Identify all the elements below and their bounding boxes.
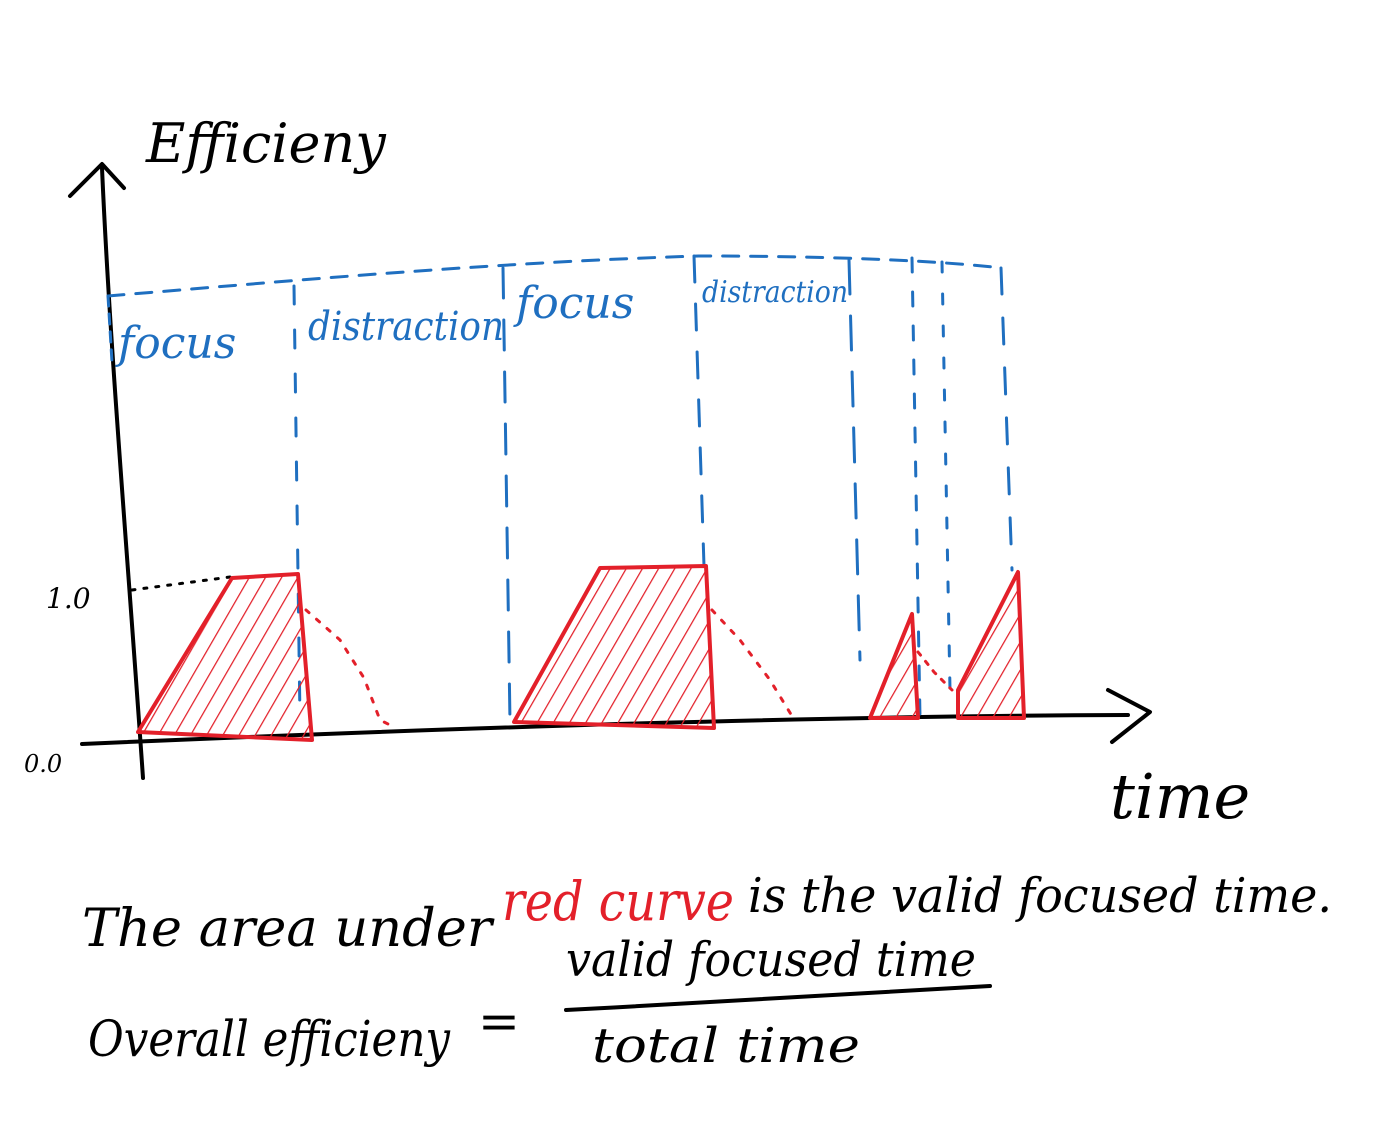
focus-block-2 [512, 564, 716, 730]
boundary-2 [501, 266, 512, 724]
efficiency-curve [136, 564, 1026, 742]
boundary-3 [692, 254, 706, 568]
formula-lhs: Overall efficieny [88, 1010, 451, 1068]
y-axis-arrowhead [68, 162, 126, 198]
x-axis-title: time [1110, 760, 1250, 833]
segment-label-distraction-2: distraction [702, 275, 848, 310]
max-level-dotted-line [130, 575, 232, 592]
y-axis-title: Efficieny [145, 112, 387, 175]
formula-numerator: valid focused time [566, 932, 976, 988]
decay-3 [916, 650, 954, 692]
decay-1 [304, 608, 398, 730]
focus-block-4 [956, 570, 1026, 720]
boundary-5 [910, 256, 922, 720]
caption-text-before: The area under [82, 899, 495, 959]
boundary-left [106, 294, 114, 364]
tick-label-0: 0.0 [24, 750, 62, 778]
caption-text-red: red curve [502, 870, 734, 933]
formula-denominator: total time [592, 1018, 860, 1074]
segment-label-focus-1: focus [115, 318, 236, 369]
x-axis-arrowhead [1106, 688, 1152, 744]
top-dashed-line [106, 254, 1004, 298]
boundary-7 [999, 266, 1014, 572]
tick-label-1: 1.0 [46, 582, 91, 615]
focus-block-3 [868, 612, 920, 720]
segment-label-distraction-1: distraction [308, 304, 504, 350]
y-axis-line [100, 166, 145, 780]
boundary-6 [940, 260, 952, 692]
segment-label-focus-2: focus [513, 278, 634, 329]
fraction-bar [564, 984, 992, 1012]
decay-2 [710, 608, 794, 718]
boundary-4 [847, 258, 862, 662]
focus-block-1 [136, 572, 314, 742]
caption-text-after: is the valid focused time. [748, 868, 1332, 924]
formula-equals: = [478, 992, 520, 1050]
